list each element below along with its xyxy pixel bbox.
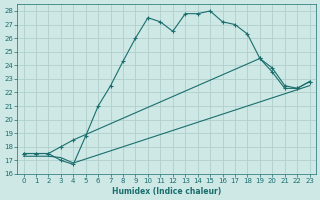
X-axis label: Humidex (Indice chaleur): Humidex (Indice chaleur) (112, 187, 221, 196)
